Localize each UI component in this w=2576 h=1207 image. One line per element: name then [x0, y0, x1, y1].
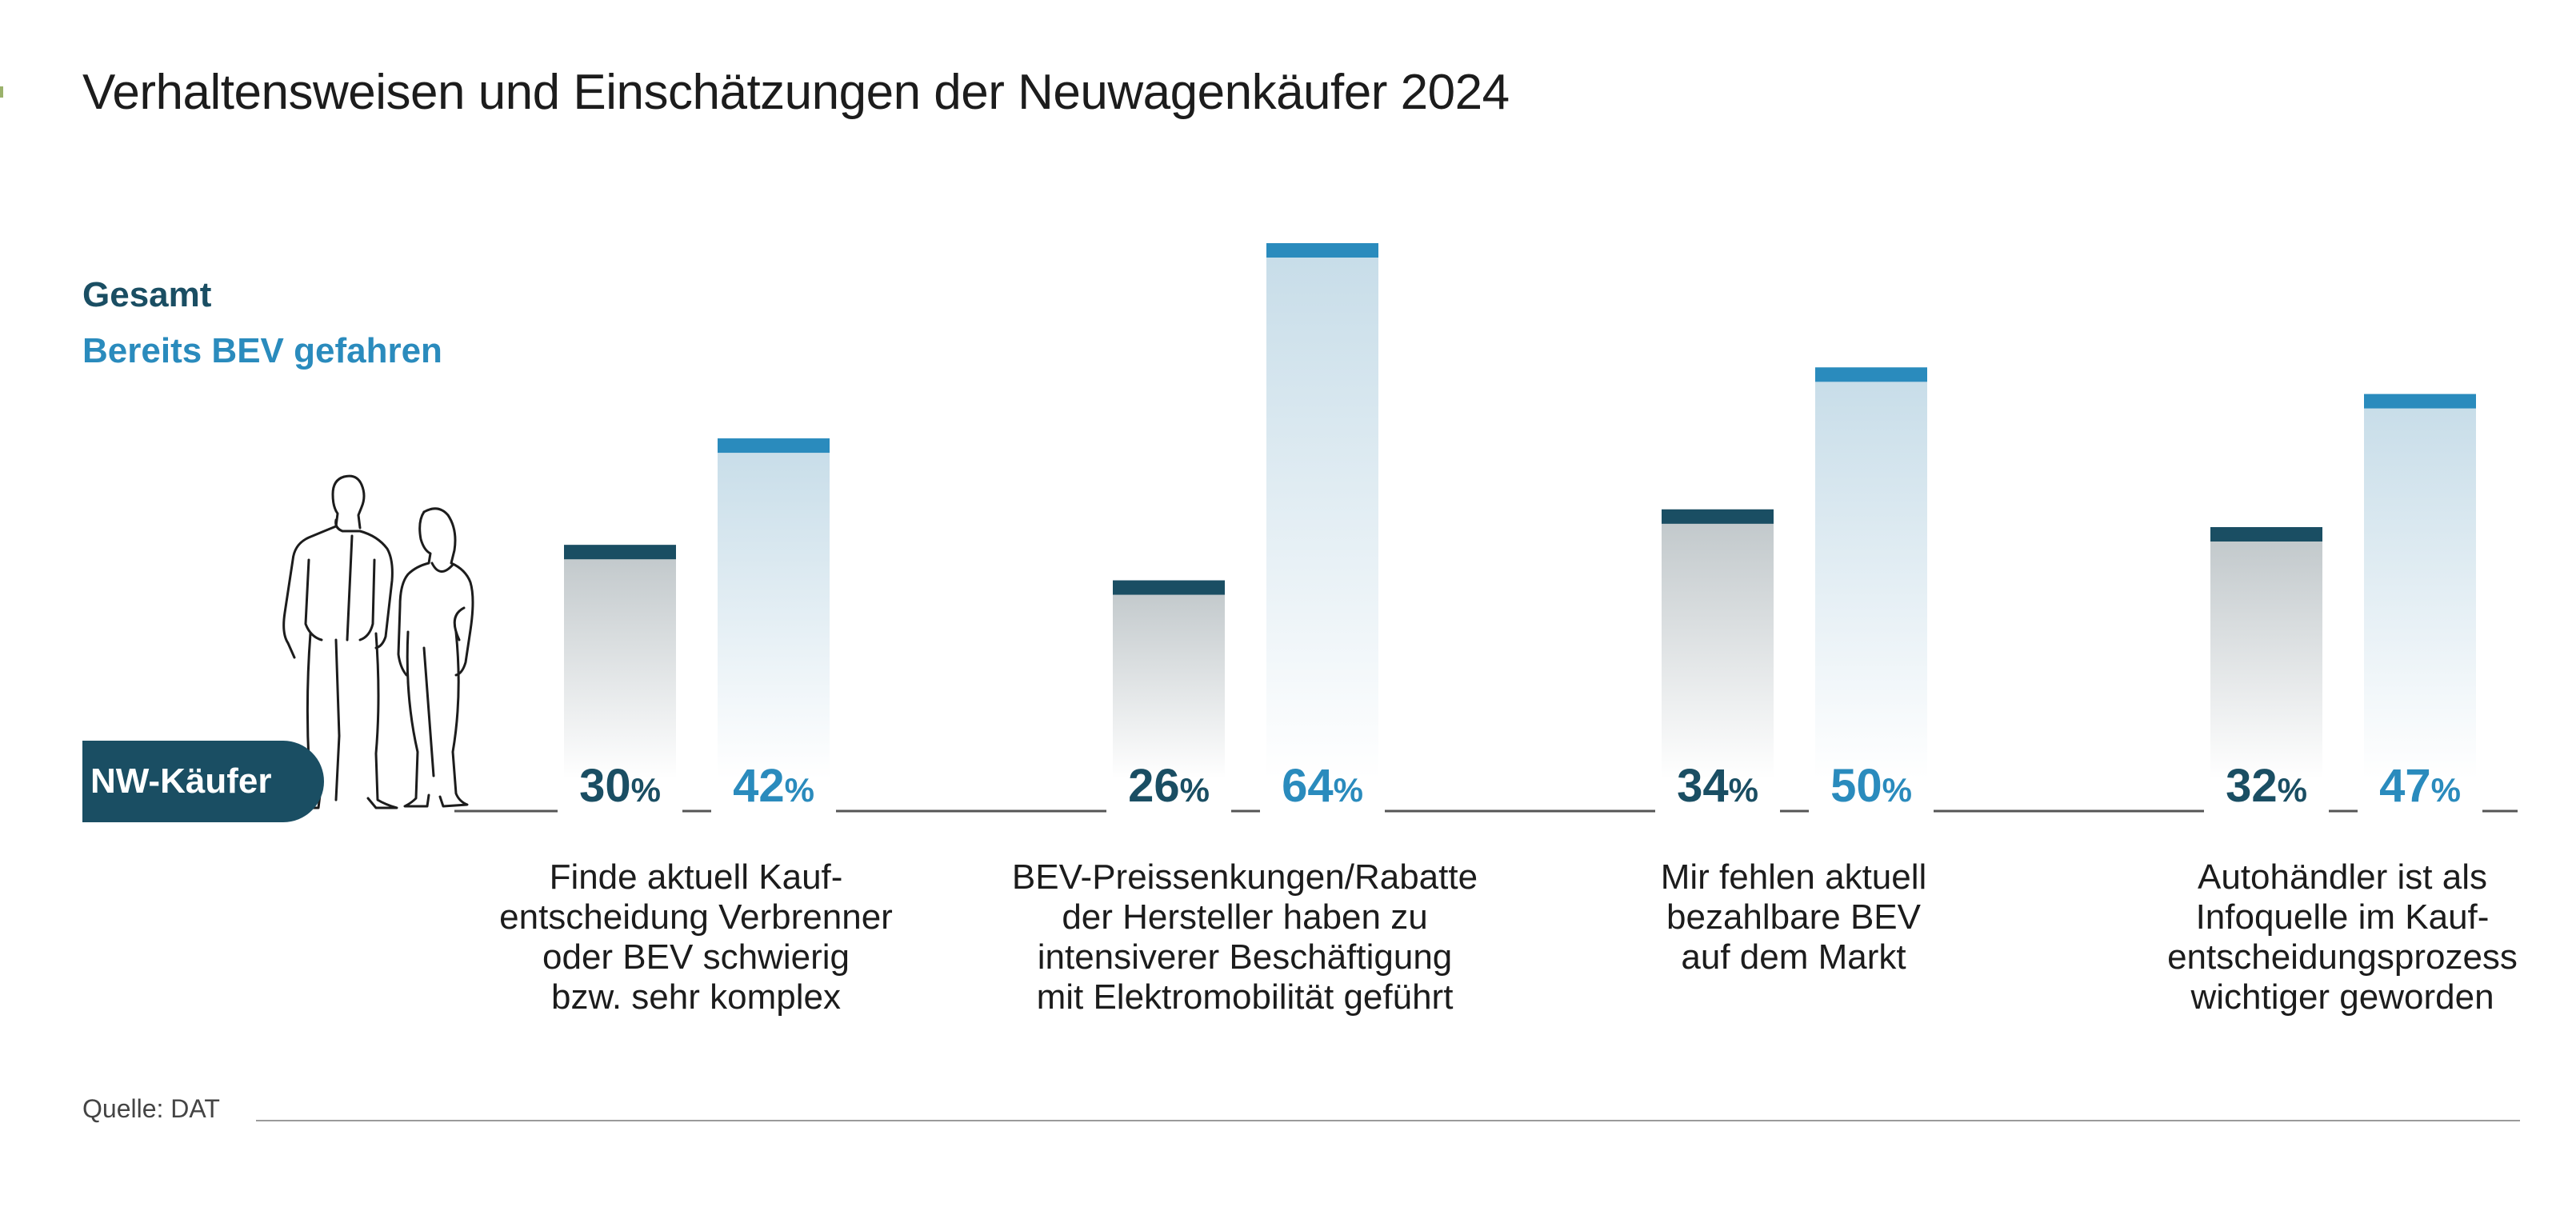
- value-label-gesamt-2: 26%: [1128, 760, 1210, 812]
- bar-cap-bev-1: [718, 438, 830, 454]
- category-label-4: Autohändler ist als Infoquelle im Kauf- …: [2167, 857, 2518, 1017]
- bar-bev-4: [2364, 394, 2476, 779]
- bar-cap-gesamt-3: [1662, 509, 1774, 524]
- bar-bev-1: [718, 438, 830, 779]
- bar-gesamt-2: [1113, 580, 1225, 779]
- bar-bev-2: [1266, 243, 1378, 779]
- value-label-bev-1: 42%: [733, 760, 814, 812]
- legend-bev: Bereits BEV gefahren: [82, 331, 442, 370]
- bar-cap-bev-4: [2364, 394, 2476, 409]
- bar-gesamt-3: [1662, 509, 1774, 779]
- bar-bev-3: [1815, 367, 1927, 779]
- source-divider: [256, 1120, 2520, 1121]
- bar-cap-gesamt-4: [2210, 527, 2322, 542]
- bar-gesamt-4: [2210, 527, 2322, 779]
- category-label-3: Mir fehlen aktuell bezahlbare BEV auf de…: [1660, 857, 1927, 977]
- bar-cap-gesamt-2: [1113, 580, 1225, 595]
- value-label-gesamt-4: 32%: [2226, 760, 2307, 812]
- source-note: Quelle: DAT: [82, 1094, 220, 1123]
- nw-kaeufer-badge: NW-Käufer: [82, 741, 324, 822]
- bar-cap-bev-2: [1266, 243, 1378, 258]
- legend-gesamt: Gesamt: [82, 275, 212, 314]
- value-label-bev-2: 64%: [1282, 760, 1363, 812]
- bar-cap-bev-3: [1815, 367, 1927, 382]
- value-labels-group: 30% 42% 26% 64% 34% 50% 32% 47%: [579, 760, 2461, 812]
- value-label-gesamt-1: 30%: [579, 760, 661, 812]
- bar-cap-gesamt-1: [564, 545, 676, 560]
- people-illustration-icon: [282, 474, 474, 809]
- value-label-bev-4: 47%: [2379, 760, 2461, 812]
- bars-group: [564, 243, 2476, 779]
- value-label-gesamt-3: 34%: [1677, 760, 1758, 812]
- chart-title: Verhaltensweisen und Einschätzungen der …: [82, 65, 1510, 120]
- category-label-2: BEV-Preissenkungen/Rabatte der Herstelle…: [1011, 857, 1478, 1017]
- category-label-1: Finde aktuell Kauf- entscheidung Verbren…: [499, 857, 893, 1017]
- value-label-bev-3: 50%: [1830, 760, 1912, 812]
- bar-gesamt-1: [564, 545, 676, 779]
- accent-mark: [0, 86, 3, 98]
